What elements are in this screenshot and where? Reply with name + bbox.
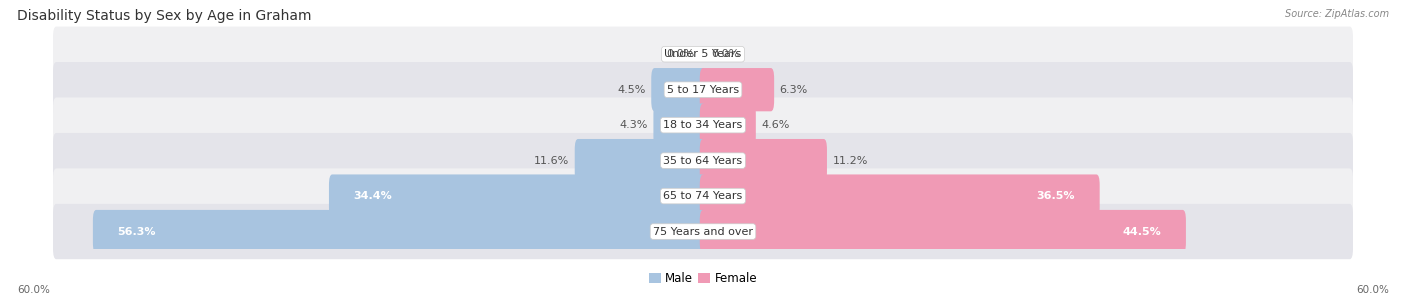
Text: 4.5%: 4.5% <box>617 85 645 95</box>
FancyBboxPatch shape <box>53 133 1353 188</box>
FancyBboxPatch shape <box>700 104 756 147</box>
Text: 5 to 17 Years: 5 to 17 Years <box>666 85 740 95</box>
FancyBboxPatch shape <box>93 210 706 253</box>
Text: 60.0%: 60.0% <box>17 285 49 295</box>
Text: Source: ZipAtlas.com: Source: ZipAtlas.com <box>1285 9 1389 19</box>
Text: 56.3%: 56.3% <box>118 226 156 237</box>
FancyBboxPatch shape <box>53 62 1353 117</box>
Text: 4.6%: 4.6% <box>761 120 790 130</box>
FancyBboxPatch shape <box>53 204 1353 259</box>
FancyBboxPatch shape <box>700 210 1185 253</box>
FancyBboxPatch shape <box>651 68 706 111</box>
Text: 0.0%: 0.0% <box>711 49 740 59</box>
Text: 36.5%: 36.5% <box>1036 191 1074 201</box>
FancyBboxPatch shape <box>53 168 1353 224</box>
Text: 0.0%: 0.0% <box>666 49 695 59</box>
FancyBboxPatch shape <box>654 104 706 147</box>
FancyBboxPatch shape <box>700 174 1099 218</box>
Text: Disability Status by Sex by Age in Graham: Disability Status by Sex by Age in Graha… <box>17 9 311 23</box>
Text: 11.6%: 11.6% <box>534 156 569 166</box>
Text: 60.0%: 60.0% <box>1357 285 1389 295</box>
FancyBboxPatch shape <box>700 68 775 111</box>
Text: 18 to 34 Years: 18 to 34 Years <box>664 120 742 130</box>
Text: 35 to 64 Years: 35 to 64 Years <box>664 156 742 166</box>
Legend: Male, Female: Male, Female <box>644 268 762 290</box>
Text: Under 5 Years: Under 5 Years <box>665 49 741 59</box>
Text: 44.5%: 44.5% <box>1122 226 1161 237</box>
Text: 11.2%: 11.2% <box>832 156 868 166</box>
FancyBboxPatch shape <box>700 139 827 182</box>
FancyBboxPatch shape <box>329 174 706 218</box>
Text: 4.3%: 4.3% <box>620 120 648 130</box>
Text: 75 Years and over: 75 Years and over <box>652 226 754 237</box>
Text: 34.4%: 34.4% <box>354 191 392 201</box>
Text: 6.3%: 6.3% <box>779 85 808 95</box>
FancyBboxPatch shape <box>53 98 1353 153</box>
FancyBboxPatch shape <box>53 26 1353 82</box>
Text: 65 to 74 Years: 65 to 74 Years <box>664 191 742 201</box>
FancyBboxPatch shape <box>575 139 706 182</box>
